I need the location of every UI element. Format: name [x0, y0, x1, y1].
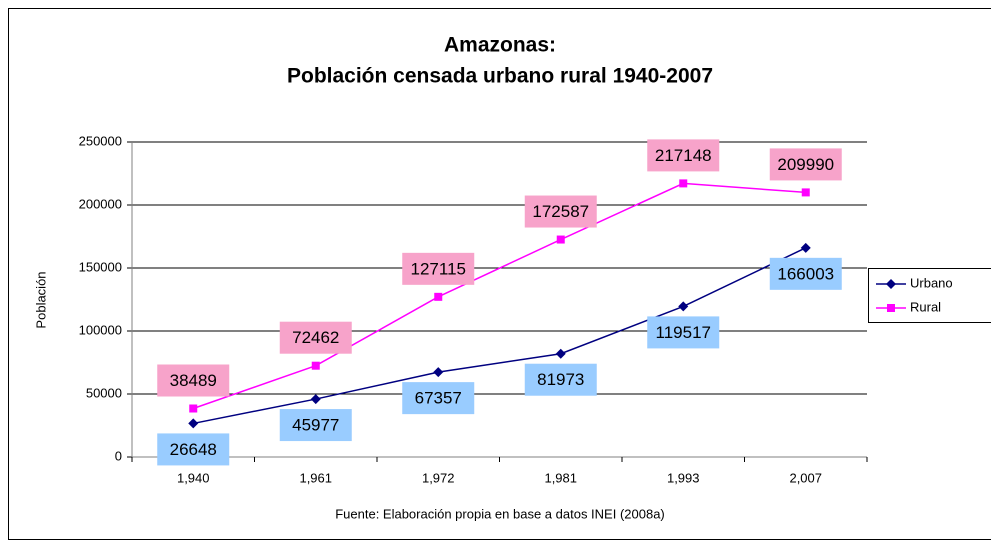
- y-tick-label: 150000: [79, 259, 122, 274]
- data-label-box: [402, 252, 475, 285]
- data-label-box: [157, 433, 230, 466]
- data-label-box: [402, 382, 475, 415]
- chart-title: Población censada urbano rural 1940-2007: [287, 65, 713, 88]
- legend-marker: [887, 304, 895, 312]
- data-label: 72462: [292, 328, 339, 347]
- point: [433, 367, 444, 378]
- data-label-box: [647, 139, 720, 172]
- legend-label: Rural: [910, 299, 941, 314]
- data-label: 217148: [655, 146, 712, 165]
- point: [678, 301, 689, 312]
- data-label-box: [769, 257, 842, 290]
- legend-box: [868, 268, 991, 323]
- data-label: 127115: [411, 259, 466, 278]
- source-note: Fuente: Elaboración propia en base a dat…: [335, 506, 665, 521]
- x-tick-label: 1,993: [667, 470, 700, 485]
- y-tick-label: 100000: [79, 322, 122, 337]
- y-tick-label: 200000: [79, 196, 122, 211]
- point: [189, 404, 198, 413]
- data-label: 81973: [537, 370, 584, 389]
- x-tick-label: 2,007: [789, 470, 822, 485]
- point: [800, 242, 811, 253]
- point: [311, 361, 320, 370]
- data-label: 45977: [292, 416, 339, 435]
- x-tick-label: 1,961: [299, 470, 332, 485]
- data-label-box: [647, 316, 720, 349]
- legend-marker: [886, 279, 896, 289]
- chart-title: Amazonas:: [444, 34, 556, 57]
- y-axis-label: Población: [33, 271, 48, 328]
- point: [188, 418, 199, 429]
- data-label-box: [769, 148, 842, 181]
- x-tick-label: 1,981: [544, 470, 577, 485]
- series-line: [193, 182, 806, 410]
- point: [310, 394, 321, 405]
- x-tick-label: 1,940: [177, 470, 210, 485]
- data-label: 209990: [777, 155, 834, 174]
- point: [801, 188, 810, 197]
- y-tick-label: 250000: [79, 133, 122, 148]
- data-label-box: [524, 195, 597, 228]
- point: [555, 348, 566, 359]
- data-label: 26648: [170, 440, 217, 459]
- y-tick-label: 50000: [86, 385, 122, 400]
- data-label: 119517: [656, 323, 711, 342]
- data-label-box: [524, 363, 597, 396]
- y-tick-label: 0: [115, 448, 122, 463]
- data-label: 172587: [532, 202, 589, 221]
- data-label: 67357: [415, 389, 462, 408]
- data-label-box: [157, 364, 230, 397]
- data-label: 38489: [170, 371, 217, 390]
- series-line: [193, 247, 807, 425]
- point: [556, 235, 565, 244]
- data-label: 166003: [777, 264, 834, 283]
- point: [679, 179, 688, 188]
- legend-label: Urbano: [910, 275, 953, 290]
- point: [434, 292, 443, 301]
- data-label-box: [279, 321, 352, 354]
- data-label-box: [279, 409, 352, 442]
- x-tick-label: 1,972: [422, 470, 455, 485]
